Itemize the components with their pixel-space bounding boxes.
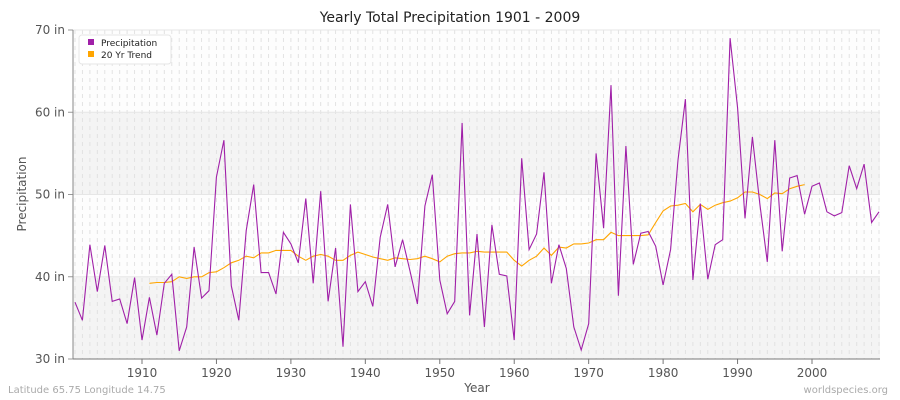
x-tick-label: 2000 bbox=[797, 366, 828, 380]
legend bbox=[78, 34, 172, 65]
legend-swatch bbox=[88, 51, 94, 57]
x-tick-label: 1940 bbox=[350, 366, 381, 380]
y-axis-label: Precipitation bbox=[15, 156, 29, 231]
x-tick-label: 1990 bbox=[722, 366, 753, 380]
legend-swatch bbox=[88, 39, 94, 45]
y-tick-label: 50 in bbox=[35, 188, 65, 202]
series-line-precipitation bbox=[74, 38, 880, 352]
x-tick-label: 1930 bbox=[276, 366, 307, 380]
x-tick-label: 1980 bbox=[648, 366, 679, 380]
x-axis-label: Year bbox=[463, 381, 489, 395]
y-tick-label: 60 in bbox=[35, 105, 65, 119]
legend-label: 20 Yr Trend bbox=[101, 51, 152, 61]
x-tick-label: 1910 bbox=[127, 366, 158, 380]
y-tick-label: 70 in bbox=[35, 23, 65, 37]
x-tick-label: 1920 bbox=[201, 366, 232, 380]
y-tick-label: 30 in bbox=[35, 352, 65, 366]
legend-label: Precipitation bbox=[101, 39, 157, 49]
chart-title: Yearly Total Precipitation 1901 - 2009 bbox=[319, 10, 581, 26]
footer-source[interactable]: worldspecies.org bbox=[803, 385, 888, 396]
footer-location: Latitude 65.75 Longitude 14.75 bbox=[8, 385, 166, 396]
x-tick-label: 1970 bbox=[573, 366, 604, 380]
x-tick-label: 1960 bbox=[499, 366, 530, 380]
x-tick-label: 1950 bbox=[425, 366, 456, 380]
series-line-20-yr-trend bbox=[149, 184, 805, 284]
y-tick-label: 40 in bbox=[35, 270, 65, 284]
